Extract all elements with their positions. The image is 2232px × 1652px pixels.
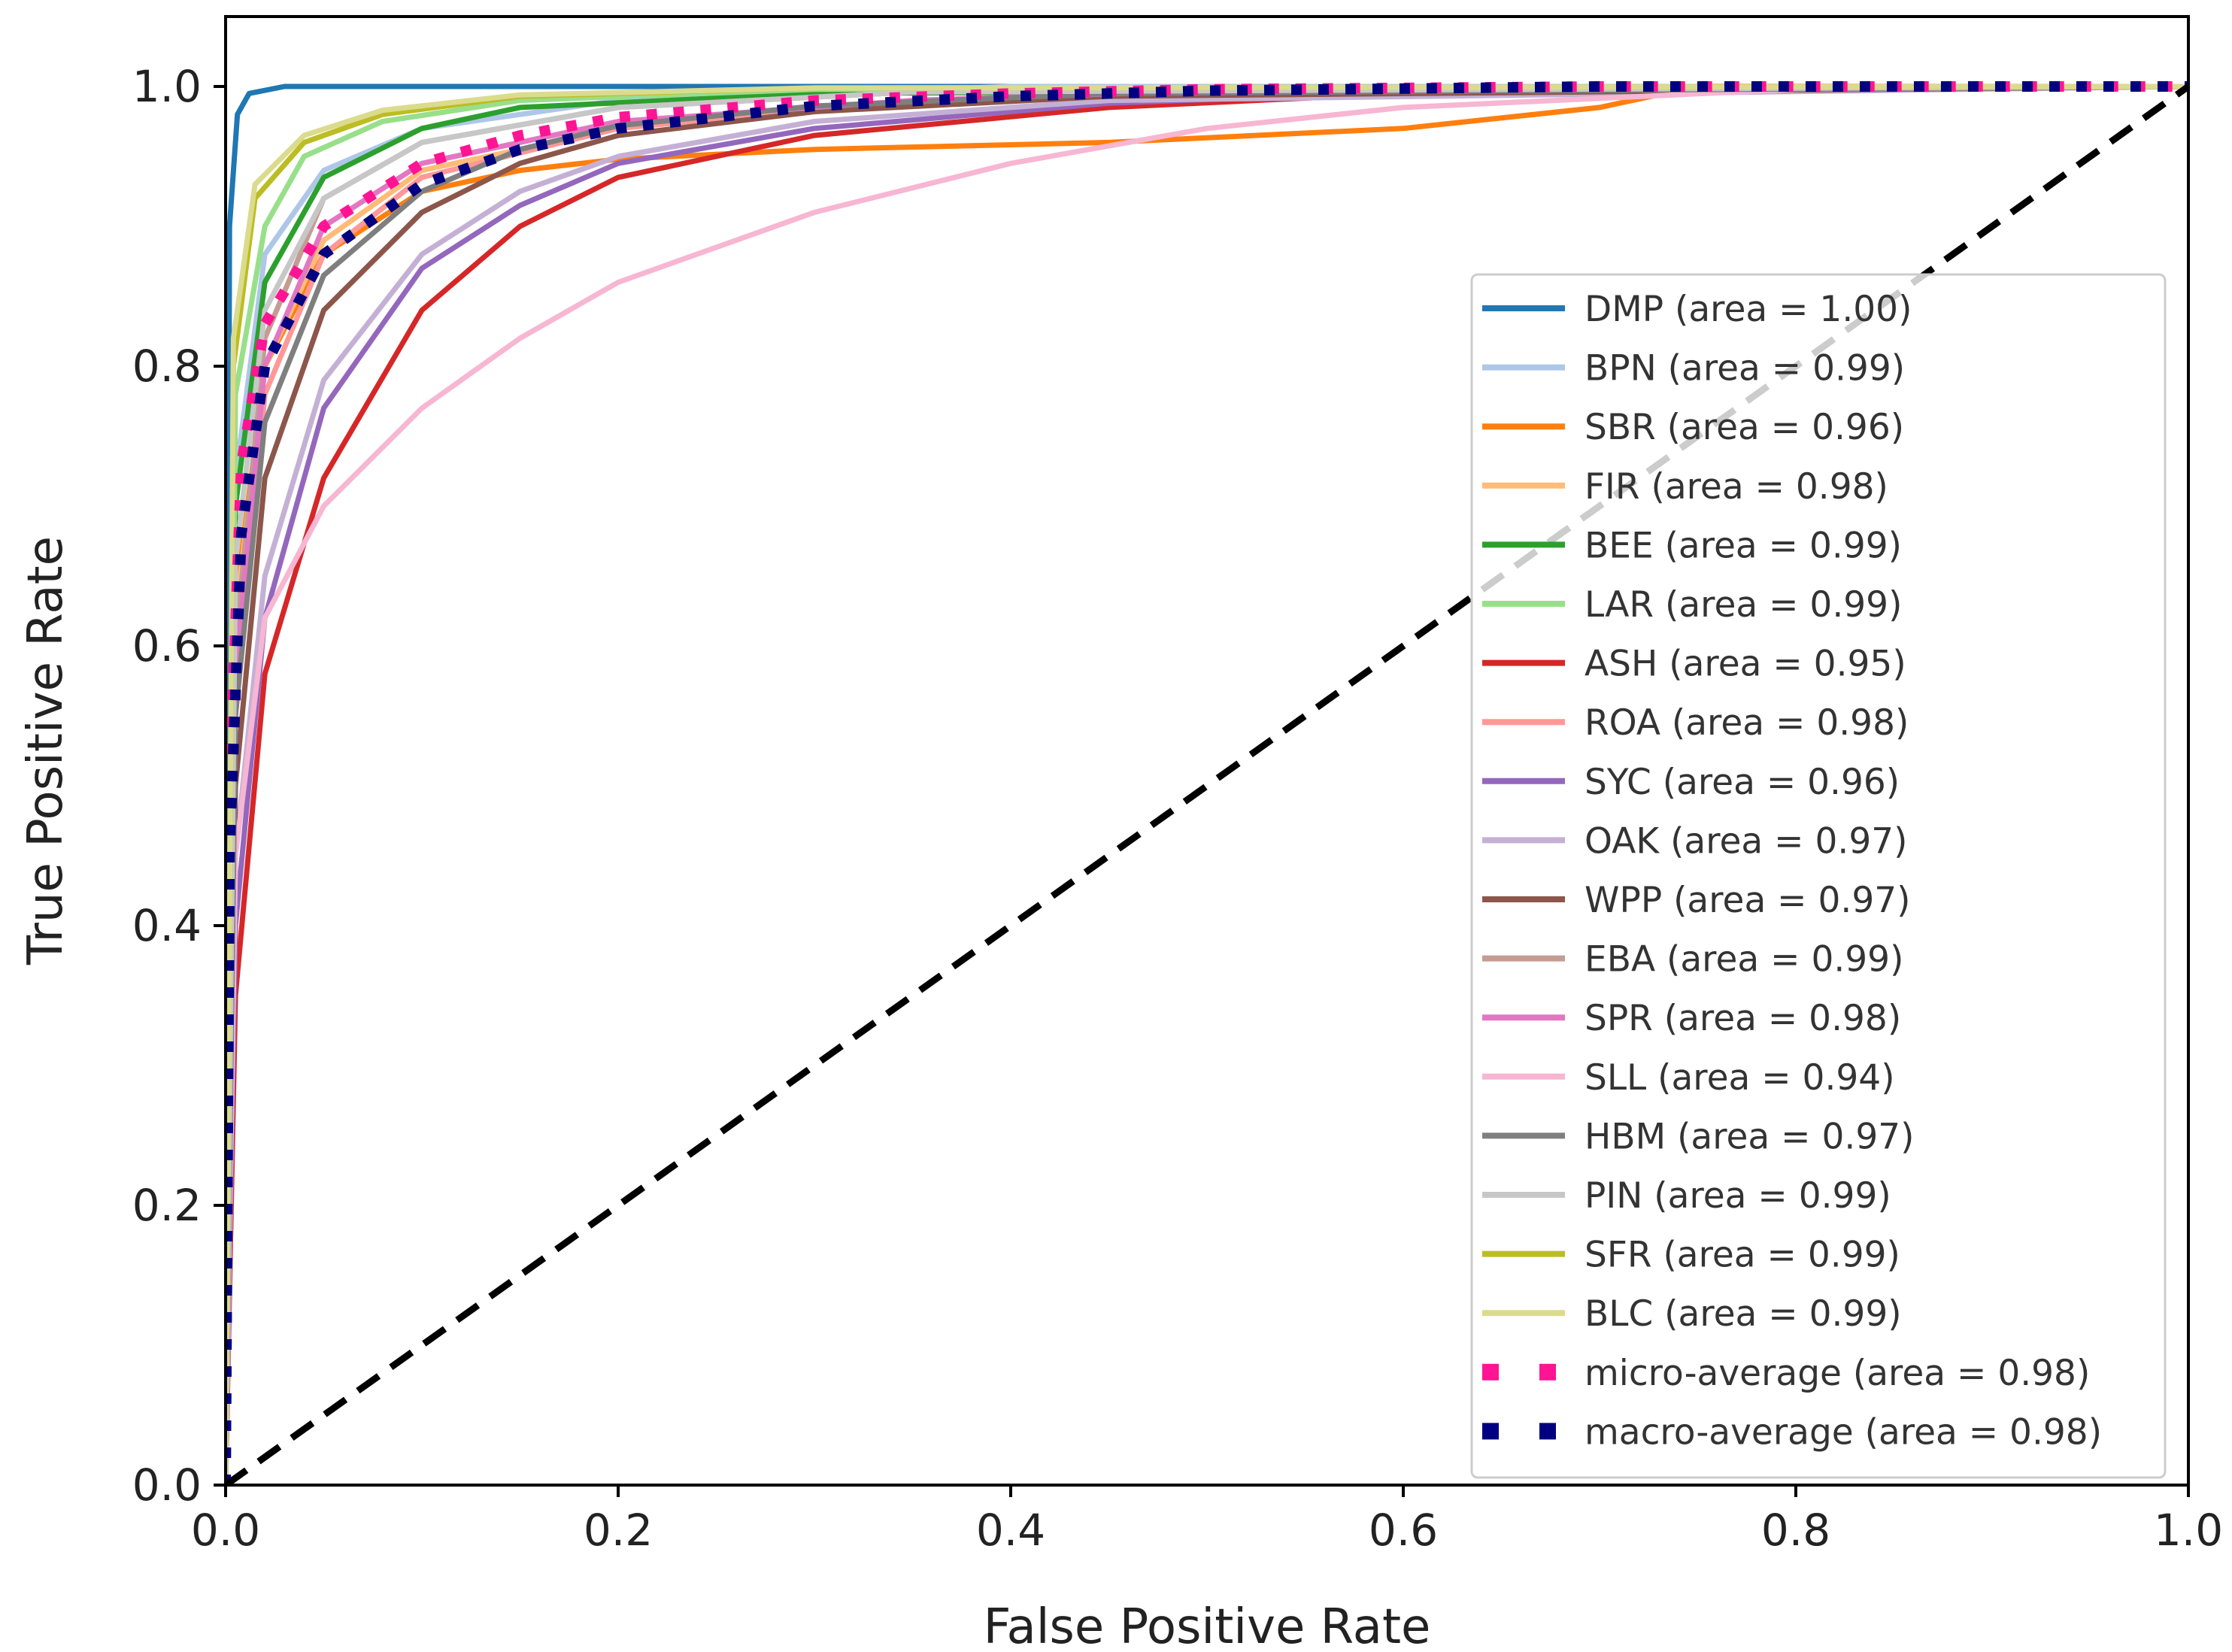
legend-label-micro-average: micro-average (area = 0.98) xyxy=(1585,1353,2090,1394)
legend-label-sfr: SFR (area = 0.99) xyxy=(1585,1235,1900,1276)
series-line-bee xyxy=(226,83,2188,1485)
series-line-hbm xyxy=(226,83,2188,1485)
legend-label-hbm: HBM (area = 0.97) xyxy=(1585,1116,1914,1157)
x-tick-label: 0.6 xyxy=(1369,1505,1438,1556)
series-line-sll xyxy=(226,83,2188,1485)
legend-label-sbr: SBR (area = 0.96) xyxy=(1585,407,1904,448)
x-tick-label: 0.0 xyxy=(191,1505,260,1556)
legend-label-syc: SYC (area = 0.96) xyxy=(1585,762,1900,803)
series-line-macro-average xyxy=(226,81,2188,1485)
y-tick-label: 0.6 xyxy=(132,620,202,671)
legend-label-roa: ROA (area = 0.98) xyxy=(1585,702,1909,744)
legend-label-fir: FIR (area = 0.98) xyxy=(1585,466,1888,508)
series-line-blc xyxy=(226,83,2188,1485)
legend-label-spr: SPR (area = 0.98) xyxy=(1585,998,1901,1039)
legend-label-blc: BLC (area = 0.99) xyxy=(1585,1293,1902,1335)
legend-label-macro-average: macro-average (area = 0.98) xyxy=(1585,1411,2102,1453)
y-tick-label: 0.4 xyxy=(132,900,202,951)
series-line-ash xyxy=(226,83,2188,1485)
series-line-dmp xyxy=(226,83,2188,1485)
x-tick-label: 1.0 xyxy=(2154,1505,2223,1556)
series-line-wpp xyxy=(226,83,2188,1485)
legend-label-oak: OAK (area = 0.97) xyxy=(1585,820,1907,862)
x-tick-label: 0.8 xyxy=(1761,1505,1830,1556)
legend-box xyxy=(1470,273,2167,1479)
y-axis-label: True Positive Rate xyxy=(18,536,74,965)
axes-frame xyxy=(224,15,2190,1487)
legend-label-bee: BEE (area = 0.99) xyxy=(1585,525,1902,566)
y-tick-label: 1.0 xyxy=(132,61,202,112)
legend-label-sll: SLL (area = 0.94) xyxy=(1585,1057,1895,1099)
legend-label-eba: EBA (area = 0.99) xyxy=(1585,939,1903,981)
x-tick-label: 0.4 xyxy=(976,1505,1045,1556)
legend-label-pin: PIN (area = 0.99) xyxy=(1585,1175,1891,1217)
legend-label-wpp: WPP (area = 0.97) xyxy=(1585,880,1911,921)
x-tick-label: 0.2 xyxy=(584,1505,653,1556)
legend-label-bpn: BPN (area = 0.99) xyxy=(1585,348,1905,390)
legend-label-lar: LAR (area = 0.99) xyxy=(1585,584,1902,626)
series-line-micro-average xyxy=(226,81,2188,1485)
y-tick-label: 0.8 xyxy=(132,341,202,392)
y-tick-label: 0.0 xyxy=(132,1460,202,1511)
y-tick-label: 0.2 xyxy=(132,1180,202,1231)
legend-label-ash: ASH (area = 0.95) xyxy=(1585,644,1906,685)
x-axis-label: False Positive Rate xyxy=(984,1599,1431,1652)
legend: DMP (area = 1.00) BPN (area = 0.99) SBR (a… xyxy=(1470,273,2167,1479)
legend-label-dmp: DMP (area = 1.00) xyxy=(1585,289,1912,330)
